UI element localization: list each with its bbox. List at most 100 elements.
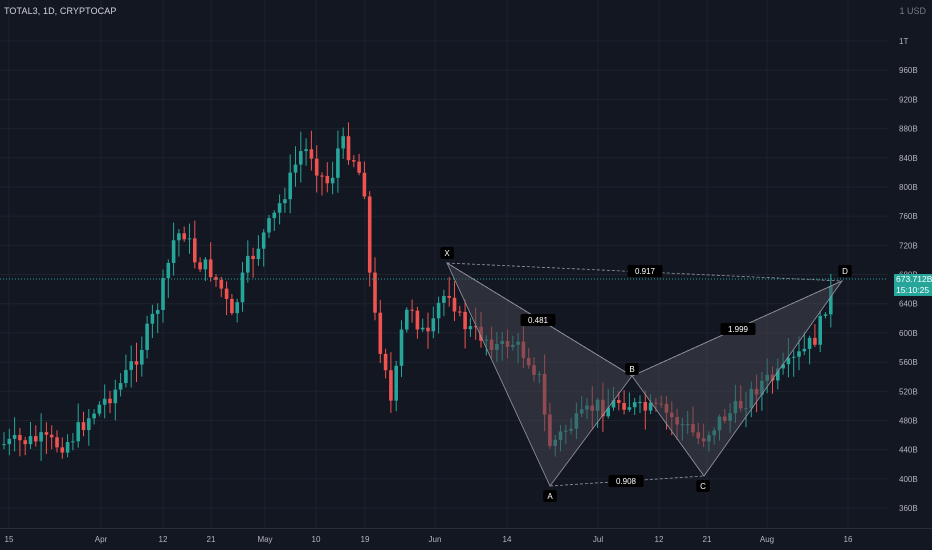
candle-body: [166, 262, 171, 279]
candle-body: [55, 437, 59, 448]
candle-body: [203, 259, 208, 270]
candle-body: [394, 365, 398, 401]
pattern-point-d-bg: [838, 265, 852, 277]
candle-body: [161, 278, 165, 311]
candle-body: [786, 357, 791, 365]
pattern-point-x: X: [444, 249, 450, 258]
pattern-triangle-bcd: [631, 280, 844, 477]
price-axis-label: 960B: [899, 66, 918, 75]
candle-body: [325, 175, 330, 184]
candle-body: [7, 438, 12, 445]
candle-body: [235, 302, 239, 314]
candle-body: [341, 136, 345, 149]
candle-body: [224, 288, 229, 299]
candle-body: [336, 148, 340, 178]
pattern-point-x-bg: [440, 247, 454, 259]
current-price-value: 673.712B: [896, 274, 932, 284]
candle-body: [367, 196, 372, 273]
time-axis-label: 15: [5, 535, 14, 544]
ratio-xa-xd-bg: [627, 265, 663, 277]
candle-body: [60, 447, 65, 453]
candle-body: [436, 302, 441, 319]
candle-body: [442, 295, 446, 303]
time-axis-label: 14: [503, 535, 512, 544]
symbol-title[interactable]: TOTAL3, 1D, CRYPTOCAP: [4, 6, 117, 16]
pattern-point-b-bg: [625, 363, 639, 375]
candle-body: [49, 434, 54, 438]
candle-body: [632, 402, 637, 408]
candle-body: [293, 164, 298, 173]
candle-body: [468, 326, 473, 330]
candle-body: [150, 313, 155, 324]
currency-label[interactable]: 1 USD: [899, 6, 926, 16]
candle-body: [102, 398, 107, 405]
candle-body: [108, 398, 112, 404]
candle-body: [277, 203, 282, 213]
candle-body: [606, 407, 610, 417]
candle-body: [177, 233, 181, 241]
candle-body: [129, 361, 133, 370]
price-axis-label: 840B: [899, 154, 918, 163]
ratio-xa-xd: 0.917: [635, 267, 656, 276]
candle-body: [230, 298, 234, 314]
candle-body: [389, 370, 393, 401]
candle-body: [791, 356, 796, 358]
candle-body: [44, 432, 49, 435]
time-axis-label: 16: [844, 535, 853, 544]
candle-body: [198, 262, 202, 270]
candle-body: [617, 400, 621, 403]
ratio-bd-bg: [720, 323, 756, 335]
candle-body: [314, 158, 319, 176]
candle-body: [346, 136, 351, 161]
candle-body: [611, 400, 616, 408]
candle-body: [240, 272, 245, 303]
time-axis-label: Aug: [760, 535, 774, 544]
time-axis-label: 10: [312, 535, 321, 544]
bar-countdown: 15:10:25: [896, 285, 930, 295]
current-price-label: 673.712B 15:10:25: [894, 274, 932, 296]
pattern-point-a: A: [547, 492, 553, 501]
price-axis-label: 440B: [899, 446, 918, 455]
candle-body: [823, 314, 828, 316]
candle-body: [65, 442, 70, 453]
candle-body: [71, 441, 75, 443]
candle-body: [18, 434, 22, 441]
candle-body: [283, 199, 287, 204]
candle-body: [34, 436, 38, 442]
price-axis-label: 720B: [899, 241, 918, 250]
candle-body: [28, 436, 33, 445]
candle-body: [383, 353, 388, 371]
candle-body: [92, 413, 96, 419]
candle-body: [352, 160, 356, 162]
time-axis-label: Jul: [593, 535, 603, 544]
currency-code: USD: [906, 6, 926, 16]
candle-body: [76, 422, 80, 442]
time-axis-label: 21: [703, 535, 712, 544]
candle-body: [420, 327, 425, 330]
candle-body: [622, 402, 626, 410]
time-axis-label: May: [257, 535, 272, 544]
candle-body: [776, 368, 780, 381]
candle-body: [362, 172, 367, 197]
candle-body: [97, 404, 102, 414]
time-axis-label: 19: [361, 535, 370, 544]
price-axis-label: 360B: [899, 504, 918, 513]
candle-body: [140, 349, 144, 365]
candle-body: [463, 311, 467, 330]
candle-body: [415, 310, 420, 330]
candle-body: [256, 248, 261, 260]
candle-body: [829, 286, 833, 315]
candle-body: [299, 151, 303, 165]
ratio-xb-bg: [520, 314, 556, 326]
candle-body: [373, 272, 377, 313]
price-axis-label: 800B: [899, 183, 918, 192]
candle-body: [155, 310, 160, 314]
ratio-ac-bg: [608, 475, 644, 487]
candle-body: [134, 361, 139, 365]
candle-body: [87, 418, 91, 431]
candle-body: [288, 172, 292, 200]
time-axis-label: 21: [207, 535, 216, 544]
candle-body: [171, 240, 176, 263]
